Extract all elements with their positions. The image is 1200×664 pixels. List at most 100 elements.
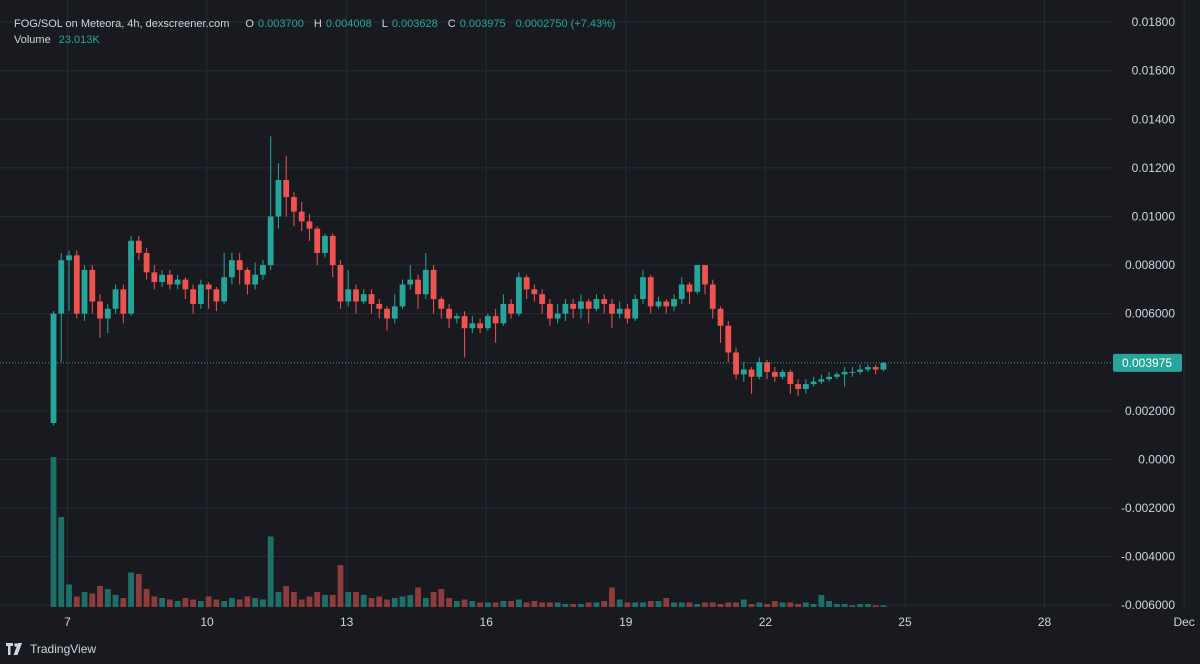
volume-bar xyxy=(523,602,530,607)
volume-bar xyxy=(104,589,111,607)
volume-bar xyxy=(601,601,608,607)
candle-body xyxy=(702,265,708,285)
candle-body xyxy=(283,180,290,198)
candle-body xyxy=(306,221,313,229)
close-label: C xyxy=(447,18,456,30)
price-tick-label: -0.002000 xyxy=(1121,501,1175,515)
volume-bar xyxy=(430,592,437,607)
volume-bar xyxy=(709,602,716,607)
candle-body xyxy=(104,308,111,319)
volume-bar xyxy=(267,536,274,607)
volume-bar xyxy=(733,602,739,607)
candle-body xyxy=(407,279,414,285)
candle-body xyxy=(376,303,383,309)
symbol-title[interactable]: FOG/SOL on Meteora, 4h, dexscreener.com xyxy=(14,18,230,30)
candle-body xyxy=(329,235,336,266)
volume-bar xyxy=(515,599,522,607)
volume-bar xyxy=(407,595,414,607)
time-tick-label: 25 xyxy=(898,615,912,629)
volume-bar xyxy=(562,604,569,607)
time-axis[interactable]: 7 10 13 16 19 22 25 28 Dec xyxy=(64,615,1195,629)
candle-body xyxy=(515,277,522,314)
candle-body xyxy=(159,274,165,283)
last-price-badge-bg xyxy=(1113,353,1182,372)
volume-bar xyxy=(322,595,328,607)
volume-bar xyxy=(531,601,538,607)
candle-body xyxy=(833,374,840,377)
price-tick-label: 0.0000 xyxy=(1138,452,1175,466)
candle-body xyxy=(818,379,825,382)
candle-body xyxy=(601,299,608,304)
volume-bar xyxy=(205,596,212,607)
footer-branding[interactable]: TradingView xyxy=(6,642,96,656)
candle-body xyxy=(236,260,243,270)
volume-bar xyxy=(399,596,406,607)
volume-bar xyxy=(655,601,662,607)
volume-bar xyxy=(539,602,546,607)
volume-bar xyxy=(686,602,693,607)
volume-bar xyxy=(368,598,375,607)
candle-body xyxy=(663,301,670,307)
low-label: L xyxy=(381,18,388,30)
volume-bar xyxy=(795,604,801,607)
candle-body xyxy=(446,308,452,319)
volume-bar xyxy=(864,604,871,607)
time-tick-label: 19 xyxy=(619,615,633,629)
volume-value: 23.013K xyxy=(58,34,100,46)
candle-body xyxy=(461,316,468,329)
volume-bar xyxy=(477,602,483,607)
candle-body xyxy=(484,316,491,329)
price-tick-label: 0.01600 xyxy=(1132,64,1176,78)
candle-body xyxy=(756,362,763,377)
candle-body xyxy=(531,289,538,295)
volume-bar xyxy=(391,598,398,607)
volume-bar xyxy=(197,601,204,607)
price-tick-label: 0.01800 xyxy=(1132,15,1176,29)
candle-body xyxy=(453,316,460,319)
candle-body xyxy=(182,279,189,290)
open-value: 0.003700 xyxy=(257,18,304,30)
grid-lines xyxy=(0,0,1185,610)
candle-body xyxy=(616,308,623,314)
volume-bar xyxy=(453,601,460,607)
candle-body xyxy=(353,289,359,302)
candle-body xyxy=(291,197,297,212)
volume-bar xyxy=(337,565,344,607)
candle-body xyxy=(771,371,778,377)
volume-bar xyxy=(438,589,445,607)
candle-body xyxy=(678,284,685,300)
volume-bar xyxy=(329,595,336,607)
time-tick-label: 7 xyxy=(64,615,71,629)
volume-bar xyxy=(663,598,670,607)
volume-bar xyxy=(275,592,282,607)
volume-bar xyxy=(221,601,228,607)
candle-body xyxy=(477,323,483,329)
ohlc-row: FOG/SOL on Meteora, 4h, dexscreener.com … xyxy=(14,16,616,32)
volume-bar xyxy=(500,601,507,607)
volume-bar xyxy=(578,604,584,607)
candle-body xyxy=(725,325,732,353)
candle-body xyxy=(864,367,871,370)
candle-body xyxy=(415,279,421,295)
volume-bar xyxy=(609,587,615,607)
candle-body xyxy=(128,240,134,314)
candle-body xyxy=(166,274,173,285)
candle-body xyxy=(740,369,747,375)
candle-body xyxy=(655,301,662,307)
candle-body xyxy=(593,299,600,309)
candle-body xyxy=(89,269,96,302)
candle-body xyxy=(197,284,204,304)
candlesticks xyxy=(50,136,887,426)
volume-bar xyxy=(771,601,778,607)
volume-bar xyxy=(353,592,359,607)
volume-bar xyxy=(143,589,150,607)
candle-body xyxy=(523,277,530,290)
low-value: 0.003628 xyxy=(391,18,438,30)
volume-label[interactable]: Volume xyxy=(14,34,51,46)
candle-body xyxy=(562,303,569,314)
candle-body xyxy=(554,313,561,319)
volume-bar xyxy=(159,598,165,607)
price-axis[interactable]: 0.01800 0.01600 0.01400 0.01200 0.01000 0.008… xyxy=(1121,15,1175,612)
candle-body xyxy=(647,277,654,307)
